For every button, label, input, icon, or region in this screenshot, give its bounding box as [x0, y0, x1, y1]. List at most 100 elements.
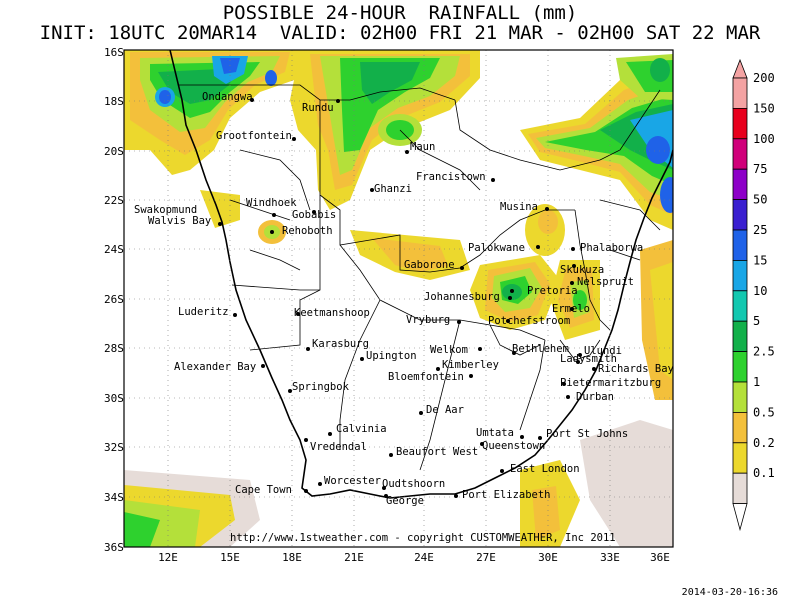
lat-label: 32S [104, 441, 124, 454]
city-label: Ulundi [584, 345, 622, 357]
latitude-labels: 16S 18S 20S 22S 24S 26S 28S 30S 32S 34S … [104, 46, 124, 554]
city-marker [512, 351, 516, 355]
city-label: Vryburg [406, 314, 450, 326]
legend-colorbar: 200 150 100 75 50 25 15 10 5 2.5 1 0.5 0.2 0.1 [732, 58, 775, 532]
legend-label: 200 [753, 71, 775, 85]
city-marker [491, 178, 495, 182]
rainfall-shading [124, 50, 673, 547]
city-marker [292, 137, 296, 141]
legend-label: 150 [753, 101, 775, 115]
city-label: Nelspruit [577, 276, 634, 288]
city-label: East London [510, 463, 580, 475]
legend-label: 50 [753, 193, 767, 207]
lon-label: 27E [476, 551, 496, 564]
city-marker [454, 494, 458, 498]
city-label: Gaborone [404, 259, 455, 271]
city-marker [336, 99, 340, 103]
lon-label: 15E [220, 551, 240, 564]
legend-label: 75 [753, 162, 767, 176]
city-label: Ladysmith [560, 353, 617, 365]
city-label: Johannesburg [424, 291, 500, 303]
city-marker [360, 357, 364, 361]
city-marker [480, 442, 484, 446]
legend-label: 100 [753, 132, 775, 146]
legend-swatch [732, 138, 748, 170]
city-label: Kimberley [442, 359, 499, 371]
lon-label: 18E [282, 551, 302, 564]
lon-label: 30E [538, 551, 558, 564]
city-marker [304, 489, 308, 493]
lon-label: 33E [600, 551, 620, 564]
city-marker [510, 289, 514, 293]
legend-swatch [732, 472, 748, 505]
city-label: Phalaborwa [580, 242, 643, 254]
city-label: Umtata [476, 427, 514, 439]
city-marker [304, 438, 308, 442]
city-marker [571, 247, 575, 251]
city-label: George [386, 495, 424, 507]
city-marker [312, 210, 316, 214]
city-marker [566, 395, 570, 399]
city-label: Vredendal [310, 441, 367, 453]
city-marker [382, 486, 386, 490]
city-label: Walvis Bay [148, 215, 211, 227]
city-marker [460, 266, 464, 270]
city-marker [570, 307, 574, 311]
legend-label: 10 [753, 284, 767, 298]
city-marker [436, 367, 440, 371]
legend-swatch [732, 381, 748, 413]
city-layer: Ondangwa Rundu Grootfontein Maun Francis… [134, 91, 674, 507]
city-label: Oudtshoorn [382, 478, 445, 490]
city-label: Francistown [416, 171, 486, 183]
city-label: Musina [500, 201, 538, 213]
city-label: Richards Bay [598, 363, 674, 375]
timestamp: 2014-03-20-16:36 [681, 587, 778, 598]
city-marker [306, 347, 310, 351]
city-marker [384, 494, 388, 498]
map-title: POSSIBLE 24-HOUR RAINFALL (mm) [222, 2, 578, 24]
city-marker [592, 367, 596, 371]
legend-swatch [732, 168, 748, 200]
city-marker [272, 213, 276, 217]
city-label: Cape Town [235, 484, 292, 496]
city-label: Skukuza [560, 264, 604, 276]
city-label: Maun [410, 141, 435, 153]
city-label: Welkom [430, 344, 468, 356]
legend-arrow-bottom [732, 503, 748, 532]
city-marker [562, 382, 566, 386]
city-marker [318, 482, 322, 486]
copyright-text: http://www.1stweather.com - copyright CU… [230, 532, 616, 544]
coastline [169, 50, 673, 499]
city-marker [288, 389, 292, 393]
city-label: De Aar [426, 404, 464, 416]
lon-label: 12E [158, 551, 178, 564]
legend-swatch [732, 199, 748, 231]
legend-swatch [732, 229, 748, 261]
map-subtitle: INIT: 18UTC 20MAR14 VALID: 02H00 FRI 21 … [39, 22, 761, 44]
city-label: Ondangwa [202, 91, 253, 103]
lon-label: 36E [650, 551, 670, 564]
lat-label: 18S [104, 95, 124, 108]
legend-swatch [732, 320, 748, 353]
city-marker [296, 312, 300, 316]
lat-label: 34S [104, 491, 124, 504]
lat-label: 20S [104, 145, 124, 158]
lat-label: 30S [104, 392, 124, 405]
city-marker [405, 150, 409, 154]
city-marker [538, 436, 542, 440]
city-marker [370, 188, 374, 192]
lon-label: 24E [414, 551, 434, 564]
city-label: Upington [366, 350, 417, 362]
city-label: Durban [576, 391, 614, 403]
lat-label: 24S [104, 243, 124, 256]
city-label: Pretoria [527, 285, 578, 297]
city-label: Gobabis [292, 209, 336, 221]
city-marker [578, 353, 582, 357]
legend-swatch [732, 290, 748, 322]
city-label: Keetmanshoop [294, 307, 370, 319]
legend-swatch [732, 411, 748, 444]
city-label: Windhoek [246, 197, 297, 209]
borders [178, 84, 661, 471]
legend-label: 0.1 [753, 466, 775, 480]
